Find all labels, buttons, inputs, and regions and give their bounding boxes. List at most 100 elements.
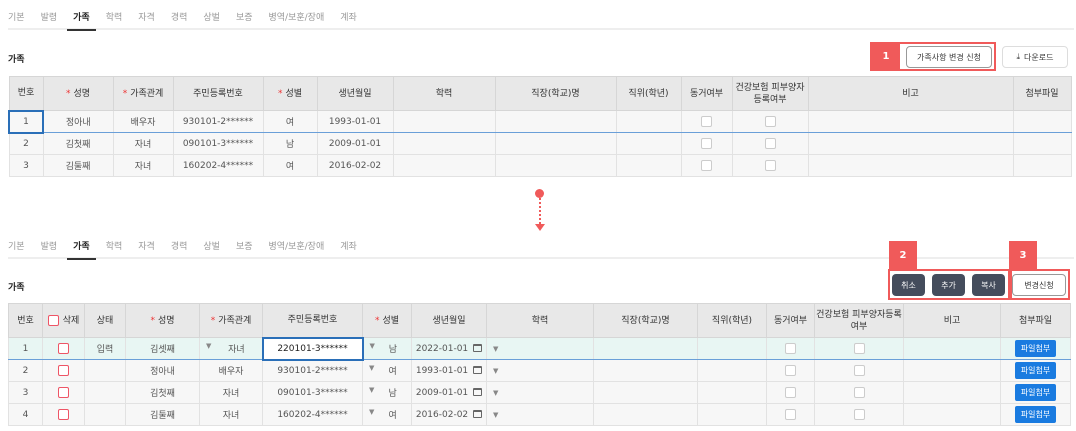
column-header: 생년월일: [316, 76, 394, 111]
column-header: 첨부파일: [1012, 76, 1072, 111]
tab-9[interactable]: 계좌: [340, 242, 357, 252]
cohabit-checkbox[interactable]: [785, 343, 796, 354]
select-all-checkbox[interactable]: [47, 314, 59, 326]
tab-8[interactable]: 병역/보훈/장애: [268, 13, 325, 23]
dependent-checkbox[interactable]: [853, 365, 865, 376]
table-row[interactable]: 2 정아내 배우자 930101-2****** ▼ 여 1993-01-01 ▼…: [8, 359, 1071, 382]
tab-3[interactable]: 학력: [105, 13, 123, 23]
column-header: 건강보험 피부양자등록여부: [731, 76, 809, 111]
tab-3[interactable]: 학력: [105, 242, 123, 252]
column-header: 비고: [903, 303, 1001, 338]
cohabit-checkbox[interactable]: [785, 409, 796, 420]
dependent-checkbox[interactable]: [853, 387, 865, 398]
highlight-box-2: [888, 269, 1012, 300]
dependent-checkbox[interactable]: [764, 138, 776, 149]
column-header: * 성명: [125, 303, 200, 338]
column-header: 주민등록번호: [262, 303, 363, 338]
relation-select[interactable]: 자녀: [199, 403, 263, 426]
cohabit-checkbox[interactable]: [785, 365, 796, 376]
column-header: 상태: [84, 303, 126, 338]
tab-8[interactable]: 병역/보훈/장애: [268, 242, 325, 252]
family-table-before: 번호 * 성명 * 가족관계 주민등록번호 * 성별 생년월일 학력 직장(학교)명 직위(학년) 동거…: [8, 76, 1072, 177]
relation-select[interactable]: 자녀: [199, 381, 263, 404]
tab-7[interactable]: 보증: [235, 13, 253, 23]
birth-date-picker[interactable]: 2022-01-01: [411, 337, 487, 360]
tab-6[interactable]: 상벌: [203, 13, 220, 23]
table-row[interactable]: 4 김둘째 자녀 160202-4****** ▼ 여 2016-02-02 ▼ …: [8, 403, 1071, 426]
education-select[interactable]: ▼: [486, 337, 594, 360]
cancel-button[interactable]: 취소: [892, 274, 925, 296]
calendar-icon[interactable]: [473, 366, 483, 374]
tab-2[interactable]: 가족: [67, 239, 96, 260]
table-row[interactable]: 1 입력 김셋째 ▼ 자녀 220101-3****** ▼ 남 2022-01-0…: [8, 336, 1071, 361]
add-button[interactable]: 추가: [932, 274, 965, 296]
family-table-after: 번호 삭제 상태 * 성명 * 가족관계 주민등록번호 * 성별 생년월일 학력 직장(학교)명 직위(학…: [8, 303, 1071, 426]
relation-select[interactable]: ▼ 자녀: [199, 337, 263, 360]
education-select[interactable]: ▼: [486, 359, 594, 382]
birth-date-picker[interactable]: 1993-01-01: [411, 359, 487, 382]
sex-select[interactable]: ▼ 여: [362, 359, 412, 382]
tab-5[interactable]: 경력: [170, 242, 188, 252]
attach-file-button[interactable]: 파일첨부: [1014, 340, 1057, 357]
attach-file-button[interactable]: 파일첨부: [1014, 362, 1057, 379]
tab-4[interactable]: 자격: [138, 13, 155, 23]
birth-date-picker[interactable]: 2009-01-01: [411, 381, 487, 404]
sex-select[interactable]: ▼ 남: [362, 381, 412, 404]
dependent-checkbox[interactable]: [853, 343, 865, 354]
tab-9[interactable]: 계좌: [340, 13, 357, 23]
dropdown-icon: ▼: [206, 342, 212, 350]
attach-file-button[interactable]: 파일첨부: [1014, 384, 1057, 401]
attach-file-button[interactable]: 파일첨부: [1014, 406, 1057, 423]
tab-2[interactable]: 가족: [67, 10, 96, 31]
sex-select[interactable]: ▼ 남: [362, 337, 412, 360]
change-request-button[interactable]: 변경신청: [1012, 274, 1066, 296]
cohabit-checkbox[interactable]: [701, 160, 712, 171]
column-header: 학력: [486, 303, 594, 338]
relation-select[interactable]: 배우자: [199, 359, 263, 382]
tab-0[interactable]: 기본: [8, 242, 25, 252]
dependent-checkbox[interactable]: [764, 160, 776, 171]
delete-checkbox[interactable]: [58, 365, 69, 376]
copy-button[interactable]: 복사: [972, 274, 1005, 296]
cohabit-checkbox[interactable]: [701, 138, 712, 149]
column-header: 동거여부: [680, 76, 733, 111]
table-row[interactable]: 2 김첫째 자녀 090101-3****** 남 2009-01-01: [8, 132, 1072, 155]
calendar-icon[interactable]: [473, 410, 483, 418]
tab-1[interactable]: 발령: [40, 13, 58, 23]
table-row[interactable]: 3 김첫째 자녀 090101-3****** ▼ 남 2009-01-01 ▼ …: [8, 381, 1071, 404]
column-header: * 성명: [42, 76, 114, 111]
tab-4[interactable]: 자격: [138, 242, 155, 252]
column-header: 직장(학교)명: [494, 76, 617, 111]
tab-7[interactable]: 보증: [235, 242, 253, 252]
column-header: * 가족관계: [112, 76, 174, 111]
tab-6[interactable]: 상벌: [203, 242, 220, 252]
tab-5[interactable]: 경력: [170, 13, 188, 23]
delete-checkbox[interactable]: [58, 343, 69, 354]
education-select[interactable]: ▼: [486, 403, 594, 426]
step-badge-1: 1: [872, 44, 900, 69]
birth-date-picker[interactable]: 2016-02-02: [411, 403, 487, 426]
dropdown-icon: ▼: [369, 342, 375, 350]
table-row[interactable]: 3 김둘째 자녀 160202-4****** 여 2016-02-02: [8, 154, 1072, 177]
tab-0[interactable]: 기본: [8, 13, 25, 23]
dependent-checkbox[interactable]: [853, 409, 865, 420]
calendar-icon[interactable]: [473, 388, 483, 396]
dependent-checkbox[interactable]: [764, 116, 776, 127]
delete-checkbox[interactable]: [58, 387, 69, 398]
sex-select[interactable]: ▼ 여: [362, 403, 412, 426]
dropdown-icon: ▼: [493, 366, 499, 375]
highlight-box-1: [870, 42, 996, 71]
column-header: 건강보험 피부양자등록여부: [814, 303, 904, 338]
tab-1[interactable]: 발령: [40, 242, 58, 252]
column-header: 비고: [807, 76, 1014, 111]
step-badge-2: 2: [889, 241, 917, 269]
table-row[interactable]: 1 정아내 배우자 930101-2****** 여 1993-01-01: [8, 109, 1072, 134]
calendar-icon[interactable]: [473, 344, 483, 352]
education-select[interactable]: ▼: [486, 381, 594, 404]
cohabit-checkbox[interactable]: [701, 116, 712, 127]
delete-checkbox[interactable]: [58, 409, 69, 420]
step-badge-3: 3: [1009, 241, 1037, 269]
download-button[interactable]: ⤓ 다운로드: [1002, 46, 1068, 68]
cohabit-checkbox[interactable]: [785, 387, 796, 398]
family-change-request-button[interactable]: 가족사항 변경 신청: [906, 46, 992, 68]
